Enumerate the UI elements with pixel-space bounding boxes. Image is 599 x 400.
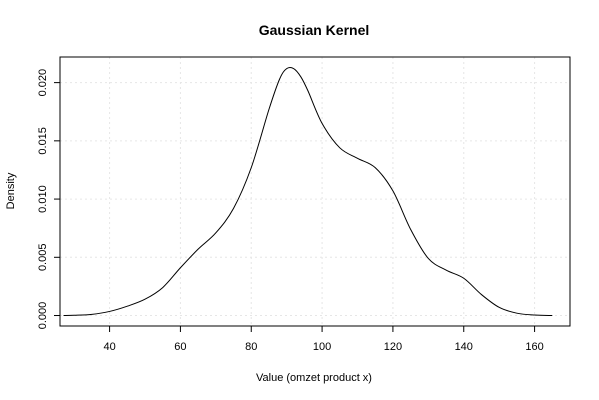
grid: [60, 57, 570, 326]
chart-title: Gaussian Kernel: [259, 22, 370, 38]
x-tick-label: 140: [455, 341, 473, 353]
x-tick-label: 160: [525, 341, 543, 353]
y-tick-label: 0.005: [37, 244, 49, 272]
x-tick-label: 80: [245, 341, 257, 353]
density-curve: [63, 66, 553, 317]
y-tick-label: 0.010: [37, 185, 49, 213]
y-tick-label: 0.020: [37, 69, 49, 97]
y-axis-label: Density: [5, 172, 17, 209]
y-tick-label: 0.015: [37, 127, 49, 155]
x-tick-label: 40: [103, 341, 115, 353]
x-tick-label: 60: [174, 341, 186, 353]
y-axis: 0.000 0.005 0.010 0.015 0.020: [37, 69, 60, 329]
x-tick-label: 120: [384, 341, 402, 353]
y-tick-label: 0.000: [37, 302, 49, 330]
x-tick-label: 100: [313, 341, 331, 353]
x-axis-label: Value (omzet product x): [256, 372, 372, 384]
plot-frame: [59, 56, 571, 327]
x-axis: 40 60 80 100 120 140 160: [103, 326, 544, 353]
